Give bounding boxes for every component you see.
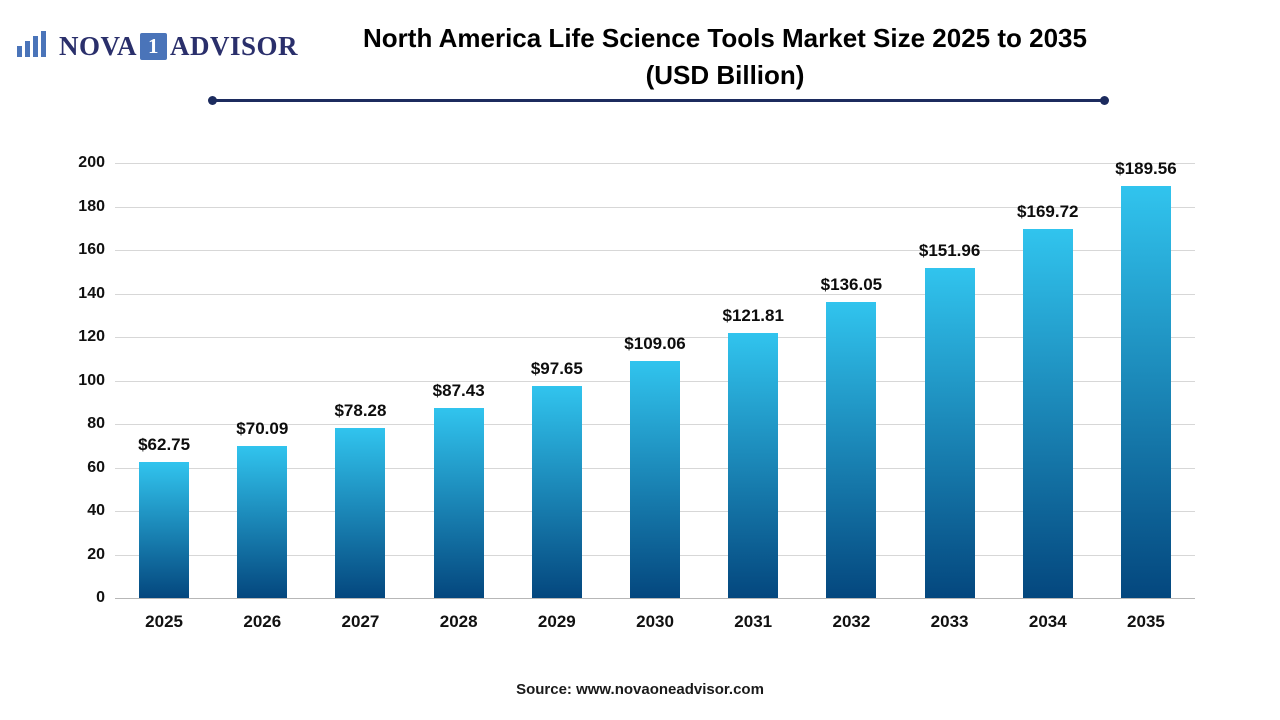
bar-column-2026: $70.09 — [213, 163, 311, 598]
title-underline — [208, 96, 1109, 105]
y-tick-label: 120 — [78, 328, 105, 345]
plot-area: $62.75 $70.09 $78.28 $87.43 $97.65 $109.06 $12… — [115, 159, 1195, 599]
bar-value-label: $87.43 — [432, 380, 485, 400]
bar-column-2031: $121.81 — [704, 163, 802, 598]
chart-title-line2: (USD Billion) — [645, 59, 805, 90]
bar-column-2028: $87.43 — [410, 163, 508, 598]
gridline — [115, 163, 1195, 164]
logo-part1: NOVA — [59, 31, 138, 61]
x-tick-label: 2025 — [145, 612, 183, 631]
gridline — [115, 206, 1195, 208]
x-tick-label: 2034 — [1028, 612, 1067, 631]
bar-value-label: $189.56 — [1115, 158, 1177, 178]
bar-2026 — [237, 445, 288, 598]
gridline — [115, 598, 1195, 599]
y-axis: 0 20 40 60 80 100 120 140 160 180 200 — [50, 154, 105, 606]
x-tick-label: 2035 — [1127, 612, 1165, 631]
bar-value-label: $62.75 — [138, 434, 191, 454]
logo-one-badge: 1 — [140, 33, 168, 60]
bar-2030 — [630, 360, 681, 598]
bar-column-2034: $169.72 — [999, 163, 1097, 598]
bar-2027 — [335, 427, 386, 598]
x-tick-label: 2033 — [930, 612, 969, 631]
gridline — [115, 337, 1195, 338]
x-axis: 2025 2026 2027 2028 2029 2030 2031 2032 2033 2034… — [115, 612, 1195, 632]
bar-2033 — [924, 267, 975, 598]
bar-2032 — [826, 302, 877, 598]
chart-title-line1: North America Life Science Tools Market … — [363, 23, 1087, 53]
bar-column-2033: $151.96 — [901, 163, 999, 598]
y-tick-label: 160 — [78, 241, 105, 258]
bar-column-2027: $78.28 — [311, 163, 409, 598]
x-tick-label: 2031 — [734, 612, 773, 631]
bar-2034 — [1022, 228, 1073, 598]
y-tick-label: 200 — [78, 154, 105, 171]
y-tick-label: 140 — [78, 284, 105, 302]
bar-value-label: $136.05 — [820, 275, 883, 295]
bar-chart: 0 20 40 60 80 100 120 140 160 180 200 $62.75 $70.09… — [50, 154, 1195, 631]
source-text: Source: www.novaoneadvisor.com — [516, 681, 764, 698]
bar-value-label: $151.96 — [918, 240, 981, 260]
x-tick-label: 2027 — [341, 612, 380, 631]
bars: $62.75 $70.09 $78.28 $87.43 $97.65 $109.06 $12… — [115, 159, 1195, 598]
bar-column-2032: $136.05 — [802, 163, 900, 598]
gridline — [115, 293, 1195, 295]
bar-column-2029: $97.65 — [508, 163, 606, 598]
y-tick-label: 0 — [96, 589, 105, 606]
bar-value-label: $169.72 — [1017, 201, 1079, 221]
x-tick-label: 2030 — [636, 612, 674, 631]
bar-chart-icon — [16, 30, 52, 63]
logo-part3: ADVISOR — [170, 31, 299, 61]
bar-value-label: $97.65 — [530, 358, 583, 378]
y-tick-label: 180 — [78, 197, 105, 215]
bar-value-label: $121.81 — [722, 306, 784, 326]
bar-column-2035: $189.56 — [1097, 159, 1195, 598]
x-tick-label: 2032 — [832, 612, 871, 631]
bar-2028 — [433, 407, 484, 598]
bar-column-2030: $109.06 — [606, 163, 704, 598]
x-tick-label: 2026 — [243, 612, 282, 631]
y-tick-label: 20 — [87, 545, 105, 563]
bar-2025 — [139, 461, 190, 598]
bar-2035 — [1120, 185, 1171, 598]
bar-2029 — [531, 385, 582, 598]
y-tick-label: 40 — [87, 502, 105, 519]
bar-value-label: $70.09 — [236, 418, 289, 438]
gridline — [115, 250, 1195, 251]
logo: NOVA 1 ADVISOR — [16, 30, 298, 63]
x-tick-label: 2029 — [537, 612, 576, 631]
bar-value-label: $109.06 — [624, 333, 686, 353]
logo-text: NOVA 1 ADVISOR — [59, 31, 298, 62]
y-tick-label: 80 — [87, 415, 105, 432]
chart-title: North America Life Science Tools Market … — [170, 20, 1280, 94]
bar-2031 — [728, 333, 779, 598]
y-tick-label: 60 — [87, 458, 105, 476]
bar-column-2025: $62.75 — [115, 163, 213, 598]
x-tick-label: 2028 — [439, 612, 478, 631]
bar-value-label: $78.28 — [334, 400, 387, 420]
y-tick-label: 100 — [78, 371, 105, 389]
